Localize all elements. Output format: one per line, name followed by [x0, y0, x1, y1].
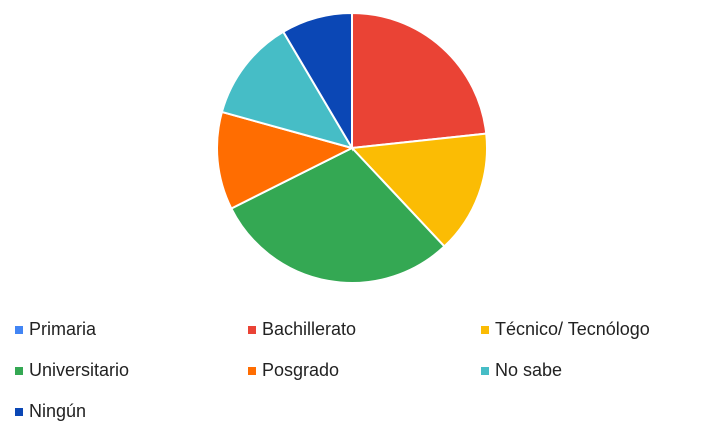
- legend-swatch: [15, 408, 23, 416]
- legend-label: Técnico/ Tecnólogo: [495, 319, 650, 339]
- legend-label: Primaria: [29, 319, 97, 339]
- legend-label: Posgrado: [262, 360, 339, 380]
- pie-slice: [281, 11, 353, 152]
- pie-slice: [229, 146, 446, 284]
- pie-slice: [351, 11, 488, 150]
- legend-swatch: [15, 326, 23, 334]
- legend-swatch: [481, 326, 489, 334]
- legend-swatch: [248, 326, 256, 334]
- legend-swatch: [481, 367, 489, 375]
- pie-slice: [220, 30, 355, 150]
- pie-slice: [349, 132, 488, 248]
- legend-label: Ningún: [29, 401, 86, 421]
- legend-swatch: [248, 367, 256, 375]
- pie-slice: [216, 110, 355, 210]
- legend-label: No sabe: [495, 360, 562, 380]
- legend-swatch: [15, 367, 23, 375]
- legend-label: Bachillerato: [262, 319, 356, 339]
- legend-label: Universitario: [29, 360, 129, 380]
